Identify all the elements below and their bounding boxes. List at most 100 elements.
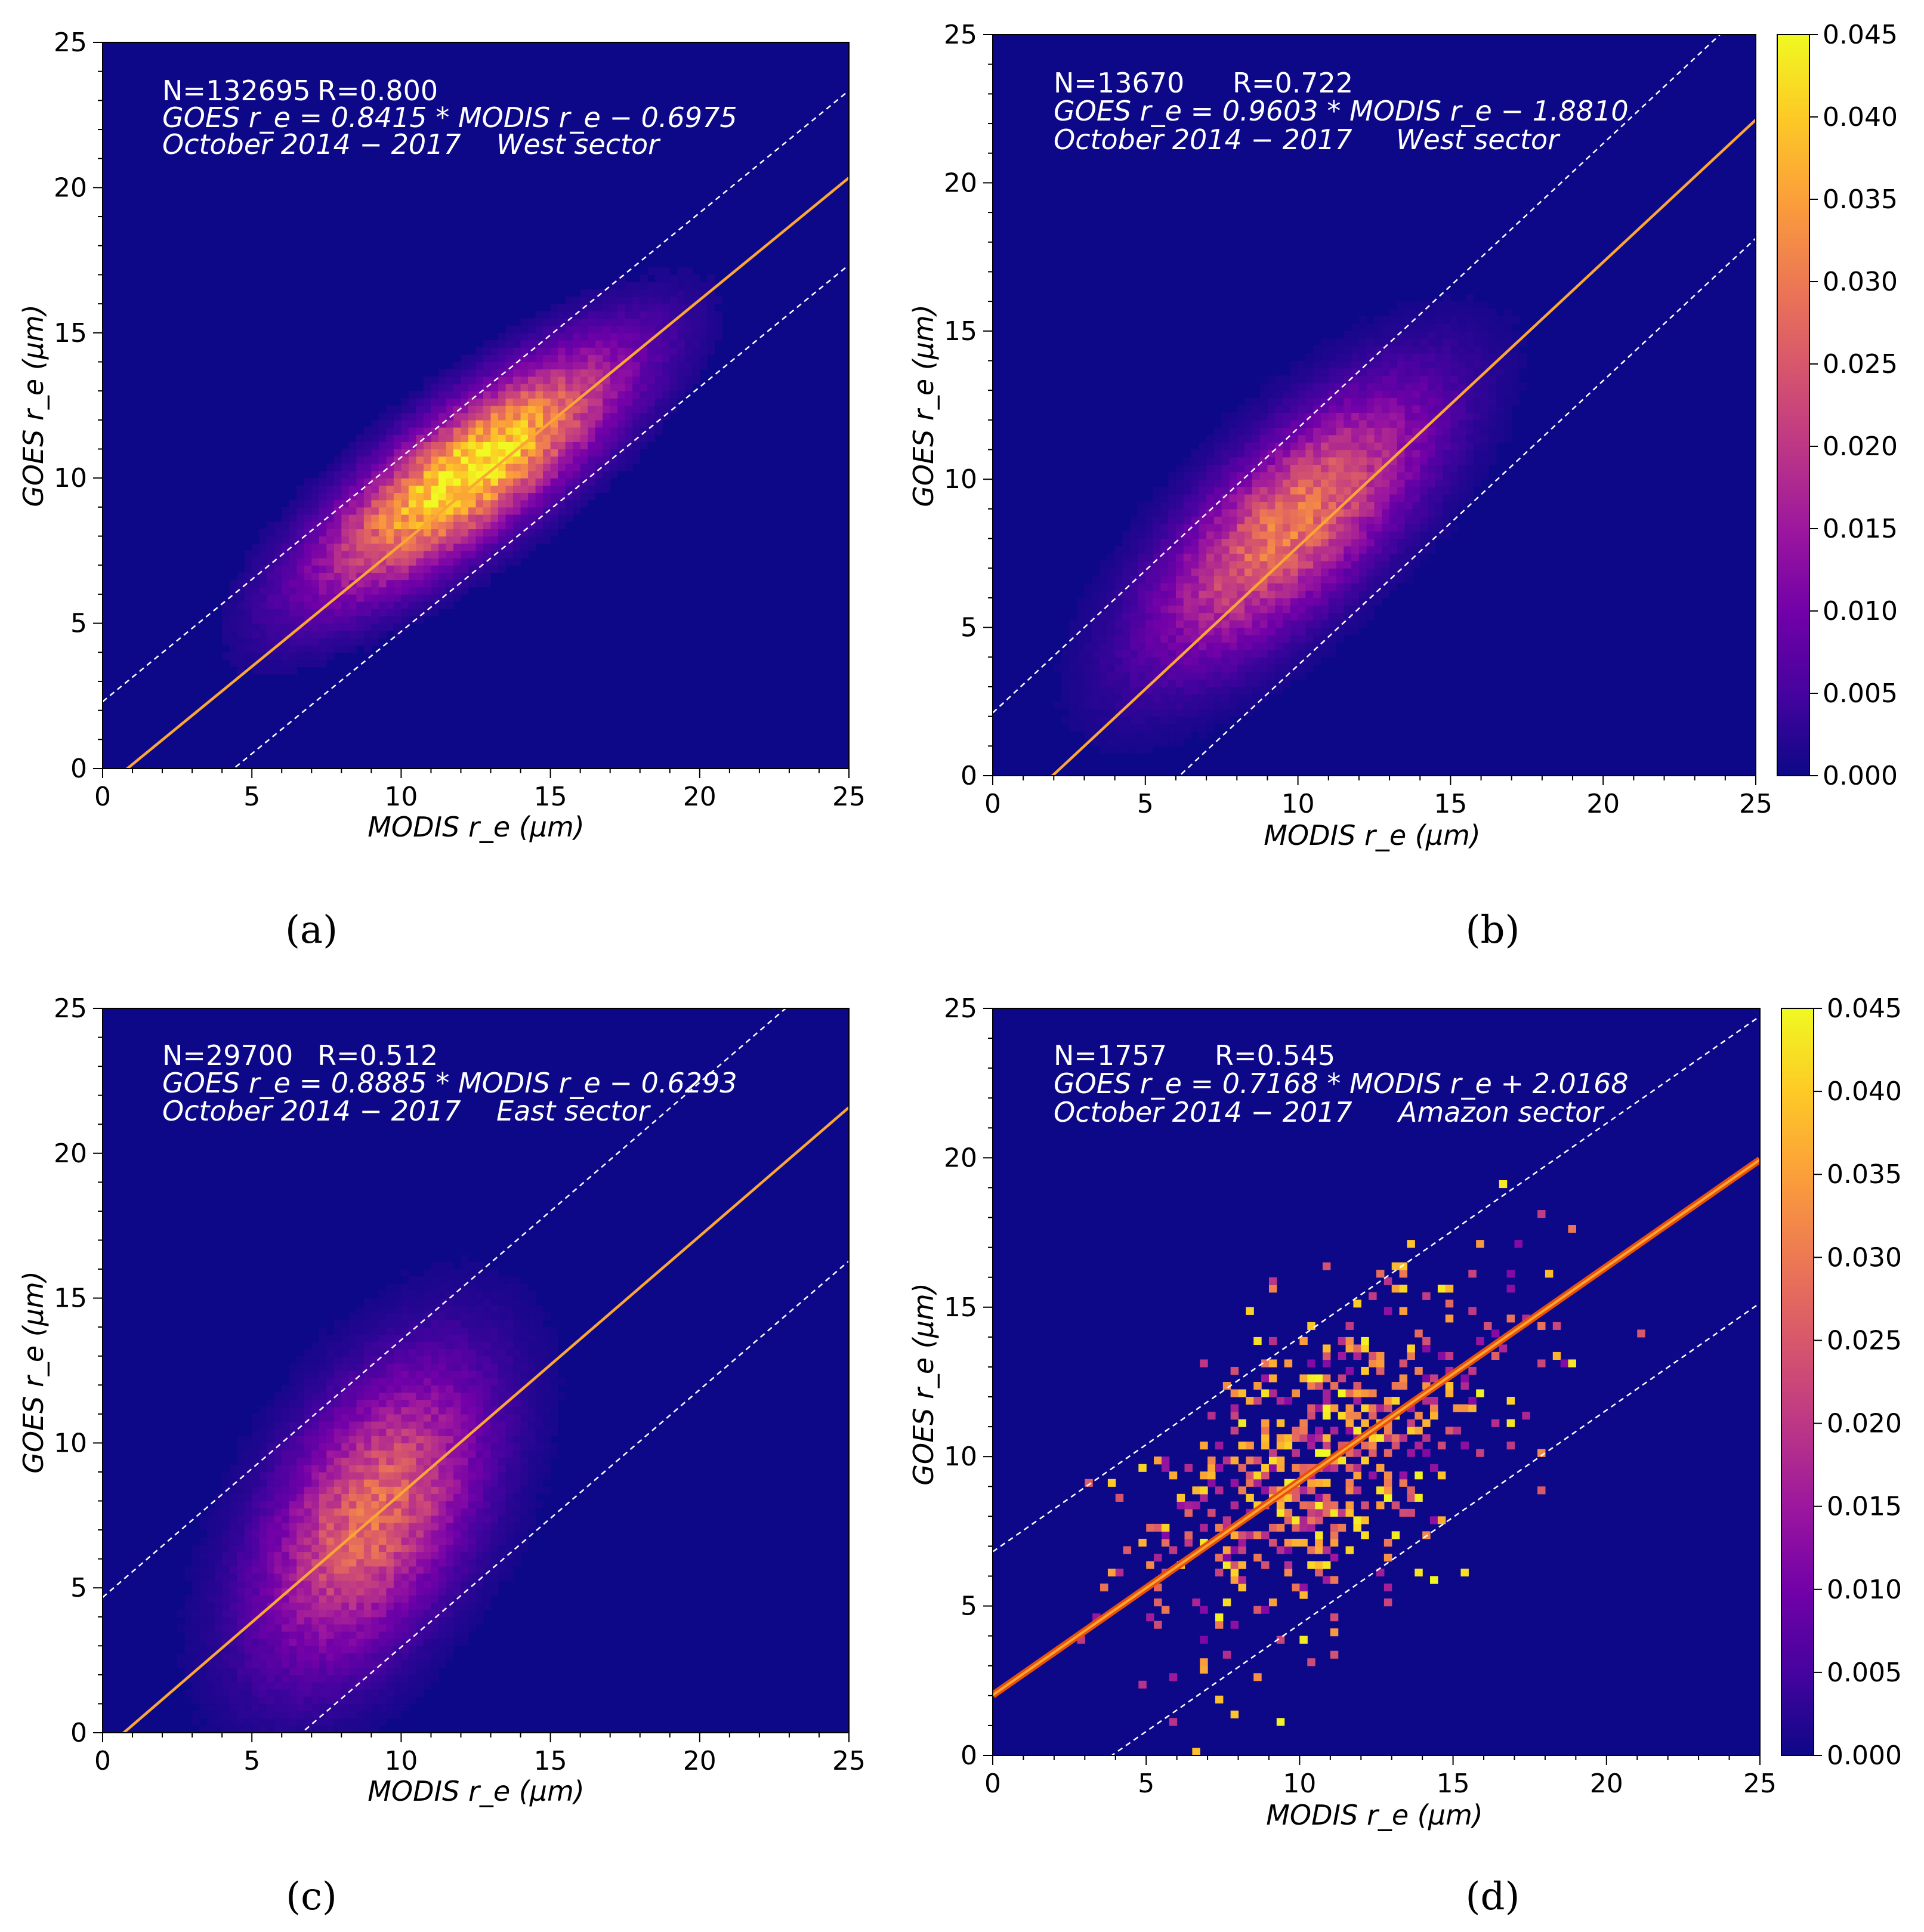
density-cell (573, 347, 581, 355)
density-cell (1237, 635, 1245, 643)
density-cell (326, 1674, 335, 1683)
density-cell (1191, 686, 1199, 695)
density-cell (378, 427, 387, 435)
density-cell (348, 594, 357, 602)
density-cell (610, 391, 618, 399)
density-cell (1168, 635, 1176, 643)
density-cell (468, 579, 477, 588)
density-cell (311, 616, 320, 624)
density-cell (1320, 523, 1329, 532)
density-cell (1382, 523, 1390, 532)
density-cell (333, 1334, 342, 1342)
density-cell (625, 282, 633, 290)
density-cell (1191, 516, 1199, 524)
density-cell (1168, 642, 1176, 650)
density-cell (1252, 397, 1261, 406)
density-cell (1404, 353, 1413, 362)
density-cell (341, 601, 350, 609)
density-cell (1183, 464, 1192, 473)
density-cell (1259, 642, 1268, 650)
density-cell (267, 1595, 275, 1603)
density-cell (304, 1378, 312, 1385)
density-cell (333, 579, 342, 588)
density-cell (326, 550, 335, 558)
density-cell (237, 594, 245, 602)
density-cell (1374, 560, 1382, 569)
density-cell (1389, 486, 1398, 495)
density-cell (199, 1624, 208, 1632)
density-cell (1503, 353, 1512, 362)
density-cell (363, 456, 372, 464)
density-cell (371, 456, 379, 464)
density-cell (640, 427, 648, 435)
density-cell (1344, 456, 1352, 465)
density-cell (640, 296, 648, 304)
density-cell (640, 362, 648, 370)
density-cell (267, 1399, 275, 1408)
density-cell (1366, 331, 1375, 339)
density-cell (461, 478, 469, 486)
density-cell (304, 1718, 312, 1726)
density-cell (229, 1464, 237, 1473)
density-cell (259, 1421, 267, 1429)
y-tick-label: 0 (961, 761, 977, 791)
density-cell (699, 304, 708, 311)
density-cell (483, 391, 492, 399)
density-cell (192, 1718, 200, 1726)
density-cell (282, 579, 290, 588)
density-cell (1145, 694, 1154, 702)
density-cell (528, 471, 536, 479)
density-cell (1206, 694, 1215, 702)
density-cell (1298, 494, 1306, 502)
density-cell (468, 514, 477, 522)
density-cell (1283, 486, 1291, 495)
density-cell (304, 1522, 312, 1530)
density-cell (595, 434, 603, 442)
density-cell (282, 1667, 290, 1675)
density-cell (319, 529, 327, 537)
density-cell (543, 449, 551, 457)
density-cell (393, 419, 402, 428)
density-cell (632, 289, 641, 297)
density-cell (1290, 553, 1299, 561)
density-cell (1259, 419, 1268, 428)
density-cell (588, 449, 596, 457)
density-cell (1084, 709, 1092, 717)
density-cell (625, 362, 633, 370)
density-cell (1328, 375, 1337, 384)
density-cell (1382, 479, 1390, 487)
density-cell (207, 1508, 215, 1516)
density-cell (1420, 405, 1428, 413)
density-cell (1107, 642, 1116, 650)
density-cell (274, 1711, 282, 1719)
density-cell (490, 507, 499, 515)
density-cell (1114, 635, 1123, 643)
density-cell (1382, 553, 1390, 561)
density-cell (475, 550, 484, 558)
density-cell (461, 383, 469, 391)
density-cell (1267, 382, 1276, 391)
density-cell (1305, 442, 1314, 450)
density-cell (408, 587, 417, 595)
density-cell (341, 1320, 350, 1328)
density-cell (1244, 553, 1253, 561)
density-cell (490, 543, 499, 551)
density-cell (326, 1537, 335, 1545)
density-cell (490, 565, 499, 573)
density-cell (341, 623, 350, 631)
density-cell (550, 362, 558, 370)
density-cell (1305, 605, 1314, 613)
density-cell (1206, 545, 1215, 554)
density-cell (1160, 649, 1169, 658)
density-cell (333, 1320, 342, 1328)
density-cell (259, 1573, 267, 1581)
density-cell (558, 391, 566, 399)
density-cell (1153, 694, 1161, 702)
density-cell (326, 1588, 335, 1595)
density-cell (319, 1581, 327, 1588)
density-cell (520, 536, 529, 544)
density-cell (1191, 545, 1199, 554)
density-cell (632, 304, 641, 311)
density-cell (267, 630, 275, 638)
density-cell (677, 332, 685, 341)
